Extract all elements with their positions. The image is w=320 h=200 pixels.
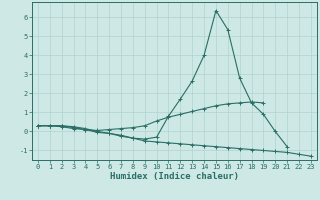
X-axis label: Humidex (Indice chaleur): Humidex (Indice chaleur) bbox=[110, 172, 239, 181]
